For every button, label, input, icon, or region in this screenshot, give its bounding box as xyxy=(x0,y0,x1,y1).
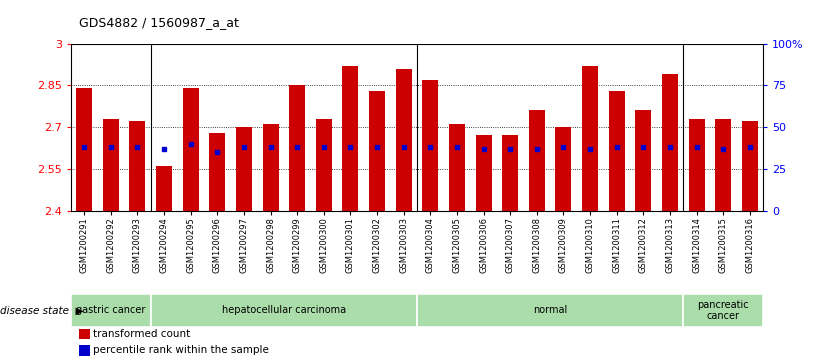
Text: GDS4882 / 1560987_a_at: GDS4882 / 1560987_a_at xyxy=(79,16,239,29)
Bar xyxy=(103,119,118,211)
Bar xyxy=(263,124,279,211)
Bar xyxy=(183,88,198,211)
Text: pancreatic
cancer: pancreatic cancer xyxy=(697,299,749,321)
Bar xyxy=(236,127,252,211)
Bar xyxy=(316,119,332,211)
Bar xyxy=(716,119,731,211)
Bar xyxy=(71,294,151,327)
Bar xyxy=(156,166,172,211)
Bar xyxy=(683,294,763,327)
Bar xyxy=(209,132,225,211)
Bar xyxy=(422,80,439,211)
Bar xyxy=(636,110,651,211)
Bar xyxy=(555,127,571,211)
Bar xyxy=(369,91,385,211)
Bar xyxy=(395,69,412,211)
Bar xyxy=(417,294,683,327)
Text: percentile rank within the sample: percentile rank within the sample xyxy=(93,345,269,355)
Bar xyxy=(76,88,93,211)
Bar xyxy=(449,124,465,211)
Bar xyxy=(151,294,417,327)
Bar xyxy=(662,74,678,211)
Bar xyxy=(582,66,598,211)
Text: transformed count: transformed count xyxy=(93,329,190,339)
Bar xyxy=(741,122,758,211)
Bar xyxy=(689,119,705,211)
Bar xyxy=(475,135,491,211)
Text: gastric cancer: gastric cancer xyxy=(76,305,145,315)
Bar xyxy=(343,66,359,211)
Bar xyxy=(609,91,625,211)
Bar xyxy=(529,110,545,211)
Bar xyxy=(502,135,518,211)
Bar xyxy=(129,122,145,211)
Text: hepatocellular carcinoma: hepatocellular carcinoma xyxy=(222,305,346,315)
Text: normal: normal xyxy=(533,305,567,315)
Bar xyxy=(289,85,305,211)
Text: disease state  ▶: disease state ▶ xyxy=(0,305,83,315)
